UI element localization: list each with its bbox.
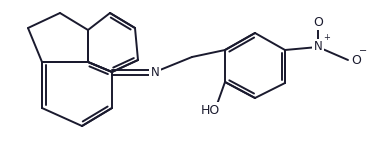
Text: N: N: [313, 40, 322, 53]
Text: O: O: [351, 53, 361, 66]
Text: O: O: [313, 16, 323, 29]
Text: −: −: [359, 46, 367, 56]
Text: +: +: [323, 33, 330, 42]
Text: HO: HO: [200, 103, 220, 117]
Text: N: N: [151, 66, 159, 79]
